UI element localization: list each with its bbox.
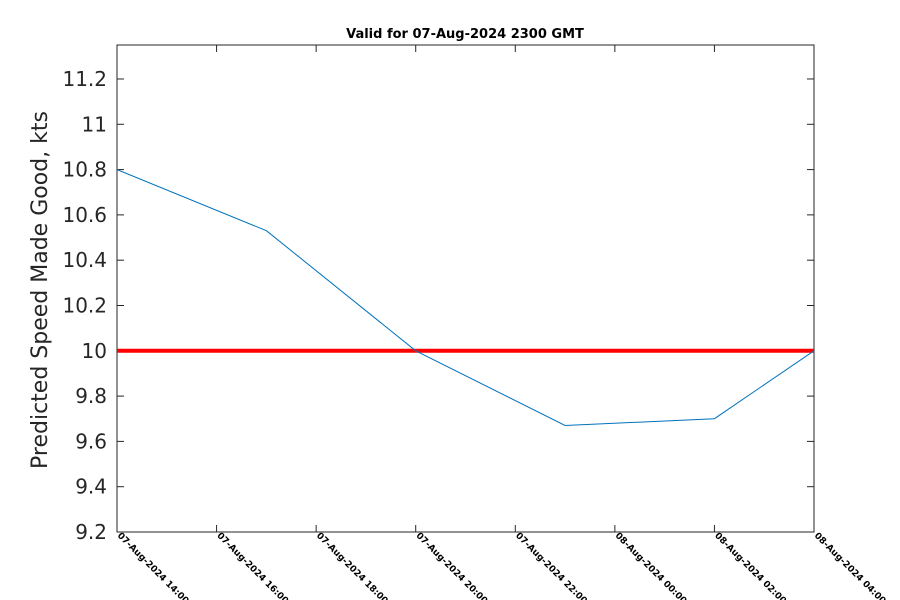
y-axis-ticks: 9.2 9.4 9.6 9.8 10 10.2 10.4 10.6 10.8 11 11.2 [62,67,814,544]
y-tick-label: 11 [82,112,107,136]
series-line [116,169,815,427]
y-tick-label: 11.2 [62,67,107,91]
y-tick-label: 9.8 [75,384,107,408]
series-layer [116,169,815,427]
y-tick-label: 9.6 [75,429,107,453]
y-tick-label: 9.2 [75,520,107,544]
y-tick-label: 10.4 [62,248,107,272]
y-tick-label: 10.6 [62,203,107,227]
y-tick-label: 10.2 [62,293,107,317]
plot-area [116,44,815,533]
y-tick-label: 10 [82,339,107,363]
y-tick-label: 10.8 [62,158,107,182]
y-tick-label: 9.4 [75,475,107,499]
chart-title: Valid for 07-Aug-2024 2300 GMT [346,27,584,42]
y-axis-label: Predicted Speed Made Good, kts [28,111,53,469]
